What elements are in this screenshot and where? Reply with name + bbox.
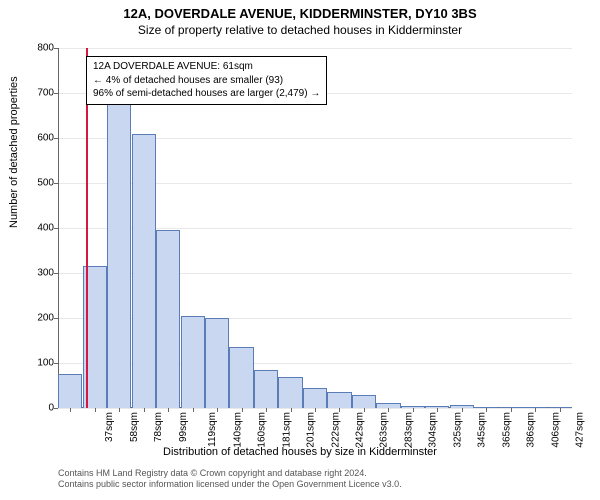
y-tick-label: 600 — [14, 133, 54, 144]
x-tick-label: 345sqm — [477, 412, 488, 448]
info-box-line: 96% of semi-detached houses are larger (… — [93, 87, 320, 101]
x-tick-mark — [144, 408, 145, 412]
x-tick-mark — [291, 408, 292, 412]
y-axis-line — [58, 48, 59, 408]
x-tick-mark — [217, 408, 218, 412]
histogram-bar — [205, 318, 229, 408]
histogram-bar — [132, 134, 156, 409]
x-tick-label: 365sqm — [501, 412, 512, 448]
y-tick-mark — [54, 48, 58, 49]
info-box-line: ← 4% of detached houses are smaller (93) — [93, 74, 320, 88]
x-tick-mark — [413, 408, 414, 412]
x-tick-label: 242sqm — [355, 412, 366, 448]
x-tick-label: 99sqm — [178, 412, 189, 442]
plot-area: 12A DOVERDALE AVENUE: 61sqm← 4% of detac… — [58, 48, 572, 408]
y-tick-label: 700 — [14, 88, 54, 99]
x-tick-label: 263sqm — [379, 412, 390, 448]
y-tick-mark — [54, 273, 58, 274]
x-tick-mark — [339, 408, 340, 412]
histogram-bar — [352, 395, 376, 409]
histogram-bar — [303, 388, 327, 408]
x-tick-label: 119sqm — [207, 412, 218, 447]
x-tick-mark — [511, 408, 512, 412]
x-tick-mark — [437, 408, 438, 412]
x-tick-mark — [462, 408, 463, 412]
x-tick-label: 427sqm — [575, 412, 586, 448]
histogram-bar — [254, 370, 278, 408]
x-tick-label: 283sqm — [404, 412, 415, 448]
histogram-bar — [327, 392, 351, 408]
x-tick-label: 201sqm — [306, 412, 317, 448]
chart-subtitle: Size of property relative to detached ho… — [0, 21, 600, 41]
x-tick-label: 325sqm — [452, 412, 463, 448]
y-tick-mark — [54, 363, 58, 364]
x-tick-label: 140sqm — [232, 412, 243, 448]
chart-title: 12A, DOVERDALE AVENUE, KIDDERMINSTER, DY… — [0, 0, 600, 21]
info-box-line: 12A DOVERDALE AVENUE: 61sqm — [93, 60, 320, 74]
x-tick-mark — [266, 408, 267, 412]
y-tick-label: 300 — [14, 268, 54, 279]
x-tick-mark — [388, 408, 389, 412]
histogram-bar — [229, 347, 253, 408]
y-tick-mark — [54, 318, 58, 319]
x-tick-label: 58sqm — [129, 412, 140, 442]
y-axis-label: Number of detached properties — [8, 76, 20, 228]
y-tick-label: 100 — [14, 358, 54, 369]
histogram-bar — [58, 374, 82, 408]
y-tick-mark — [54, 93, 58, 94]
copyright-text: Contains HM Land Registry data © Crown c… — [58, 468, 402, 491]
copyright-line: Contains public sector information licen… — [58, 479, 402, 490]
y-tick-mark — [54, 408, 58, 409]
x-tick-mark — [193, 408, 194, 412]
info-box: 12A DOVERDALE AVENUE: 61sqm← 4% of detac… — [86, 56, 327, 105]
y-tick-label: 800 — [14, 43, 54, 54]
copyright-line: Contains HM Land Registry data © Crown c… — [58, 468, 402, 479]
x-tick-label: 160sqm — [257, 412, 268, 448]
x-tick-label: 78sqm — [153, 412, 164, 442]
grid-line — [58, 48, 572, 49]
y-tick-mark — [54, 138, 58, 139]
y-tick-label: 200 — [14, 313, 54, 324]
x-tick-mark — [364, 408, 365, 412]
x-tick-label: 222sqm — [330, 412, 341, 448]
x-tick-label: 304sqm — [428, 412, 439, 448]
histogram-bar — [156, 230, 180, 408]
histogram-bar — [181, 316, 205, 408]
histogram-bar — [278, 377, 302, 409]
histogram-bar — [107, 102, 131, 408]
x-tick-label: 181sqm — [281, 412, 292, 448]
y-tick-label: 400 — [14, 223, 54, 234]
x-tick-mark — [70, 408, 71, 412]
x-tick-label: 406sqm — [550, 412, 561, 448]
x-axis-label: Distribution of detached houses by size … — [0, 446, 600, 458]
x-tick-mark — [168, 408, 169, 412]
y-tick-mark — [54, 228, 58, 229]
x-tick-label: 37sqm — [104, 412, 115, 442]
x-tick-mark — [486, 408, 487, 412]
y-tick-label: 500 — [14, 178, 54, 189]
y-tick-mark — [54, 183, 58, 184]
y-tick-label: 0 — [14, 403, 54, 414]
x-tick-mark — [119, 408, 120, 412]
x-tick-mark — [242, 408, 243, 412]
x-tick-label: 386sqm — [526, 412, 537, 448]
x-tick-mark — [315, 408, 316, 412]
x-tick-mark — [535, 408, 536, 412]
x-tick-mark — [95, 408, 96, 412]
x-tick-mark — [560, 408, 561, 412]
